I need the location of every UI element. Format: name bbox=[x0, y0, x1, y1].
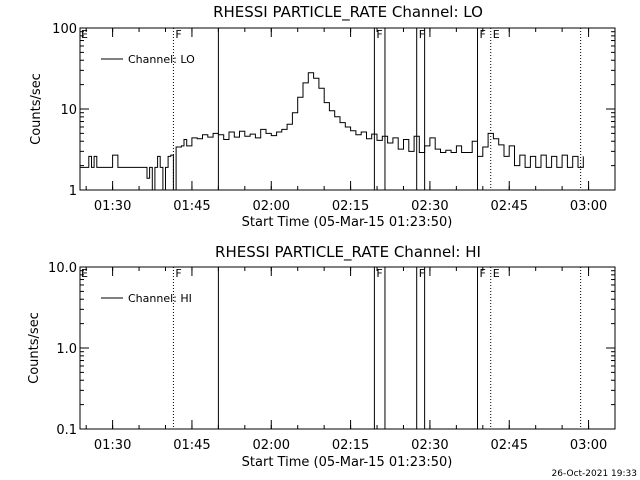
x-tick-label: 03:00 bbox=[570, 199, 607, 214]
event-marker-label: F bbox=[480, 28, 486, 41]
event-marker-label: E bbox=[493, 267, 500, 280]
event-marker-label: F bbox=[480, 267, 486, 280]
x-tick-label: 02:45 bbox=[491, 199, 528, 214]
x-tick-label: 02:00 bbox=[253, 438, 290, 453]
event-marker-label: F bbox=[175, 267, 181, 280]
x-tick-label: 01:45 bbox=[173, 438, 210, 453]
x-tick-label: 02:30 bbox=[411, 438, 448, 453]
x-tick-label: 01:30 bbox=[94, 199, 131, 214]
y-tick-label: 1.0 bbox=[56, 342, 77, 357]
x-tick-label: 02:45 bbox=[491, 438, 528, 453]
series-lo bbox=[80, 72, 584, 191]
event-marker-label: F bbox=[175, 28, 181, 41]
footer-timestamp: 26-Oct-2021 19:33 bbox=[552, 469, 637, 479]
y-tick-label: 10.0 bbox=[48, 261, 77, 276]
event-marker-label: F bbox=[419, 28, 425, 41]
chart-title-hi: RHESSI PARTICLE_RATE Channel: HI bbox=[215, 243, 481, 262]
x-tick-label: 02:15 bbox=[332, 438, 369, 453]
legend-label-lo: Channel: LO bbox=[128, 53, 195, 66]
legend-label-hi: Channel: HI bbox=[128, 292, 192, 305]
legend-lo: Channel: LO bbox=[101, 53, 195, 66]
event-marker-label: E bbox=[81, 28, 88, 41]
event-marker-label: E bbox=[81, 267, 88, 280]
x-tick-label: 03:00 bbox=[570, 438, 607, 453]
x-tick-label: 02:30 bbox=[411, 199, 448, 214]
event-marker-label: E bbox=[493, 28, 500, 41]
ticks-lo: 01:30 01:45 02:00 02:15 02:30 02:45 03:00 1 10 10… bbox=[52, 22, 615, 214]
y-tick-label: 0.1 bbox=[56, 423, 77, 438]
y-tick-label: 100 bbox=[52, 22, 77, 37]
y-axis-label-hi: Counts/sec bbox=[27, 312, 42, 384]
panel-hi: RHESSI PARTICLE_RATE Channel: HI Counts/… bbox=[27, 243, 616, 470]
y-tick-label: 1 bbox=[69, 184, 77, 199]
x-axis-label-lo: Start Time (05-Mar-15 01:23:50) bbox=[242, 215, 453, 230]
event-marker-label: F bbox=[419, 267, 425, 280]
event-marker-label: F bbox=[376, 267, 382, 280]
chart-title-lo: RHESSI PARTICLE_RATE Channel: LO bbox=[213, 3, 483, 22]
x-tick-label: 02:15 bbox=[332, 199, 369, 214]
y-tick-label: 10 bbox=[60, 103, 77, 118]
ticks-hi: 01:30 01:45 02:00 02:15 02:30 02:45 03:00 0.1 1.… bbox=[48, 261, 615, 453]
x-axis-label-hi: Start Time (05-Mar-15 01:23:50) bbox=[242, 455, 453, 470]
event-marker-label: F bbox=[376, 28, 382, 41]
x-tick-label: 02:00 bbox=[253, 199, 290, 214]
y-axis-label-lo: Counts/sec bbox=[29, 73, 44, 145]
legend-hi: Channel: HI bbox=[101, 292, 192, 305]
x-tick-label: 01:30 bbox=[94, 438, 131, 453]
series-line bbox=[80, 72, 584, 191]
x-tick-label: 01:45 bbox=[173, 199, 210, 214]
panel-lo: RHESSI PARTICLE_RATE Channel: LO Counts/… bbox=[29, 3, 616, 230]
